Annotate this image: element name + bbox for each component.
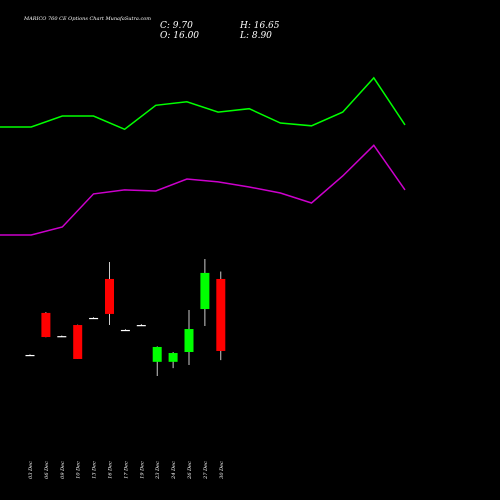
candle-body xyxy=(25,354,35,357)
x-tick-label: 30 Dec xyxy=(219,461,225,479)
candle-body xyxy=(89,317,99,320)
close-label: C: 9.70 xyxy=(160,21,193,31)
chart-title: MARICO 760 CE Options Chart MunafaSutra.… xyxy=(23,16,151,22)
x-tick-label: 06 Dec xyxy=(44,461,50,479)
x-tick-label: 03 Dec xyxy=(28,461,34,479)
x-tick-label: 16 Dec xyxy=(108,461,114,479)
candle-body xyxy=(136,325,146,327)
x-tick-label: 17 Dec xyxy=(123,461,129,479)
indicator-line xyxy=(0,76,406,131)
candle-body xyxy=(200,272,210,310)
candle-body xyxy=(41,312,51,338)
low-label: L: 8.90 xyxy=(239,31,272,41)
x-tick-label: 24 Dec xyxy=(171,461,177,480)
open-label: O: 16.00 xyxy=(160,31,199,41)
x-tick-label: 13 Dec xyxy=(92,461,98,479)
candle-body xyxy=(73,325,83,359)
candle-body xyxy=(184,329,194,352)
x-tick-label: 27 Dec xyxy=(203,461,209,480)
candle-body xyxy=(105,278,114,314)
high-label: H: 16.65 xyxy=(239,21,280,31)
candle-body xyxy=(216,278,226,351)
x-tick-label: 26 Dec xyxy=(187,461,193,480)
candle-body xyxy=(168,353,178,362)
x-tick-label: 10 Dec xyxy=(76,461,82,479)
candle-body xyxy=(152,346,162,362)
indicator-line xyxy=(0,144,406,236)
x-tick-label: 19 Dec xyxy=(139,461,145,479)
x-tick-label: 23 Dec xyxy=(155,461,161,480)
x-tick-label: 09 Dec xyxy=(60,461,66,479)
candle-body xyxy=(57,336,67,338)
candle-body xyxy=(120,329,130,332)
